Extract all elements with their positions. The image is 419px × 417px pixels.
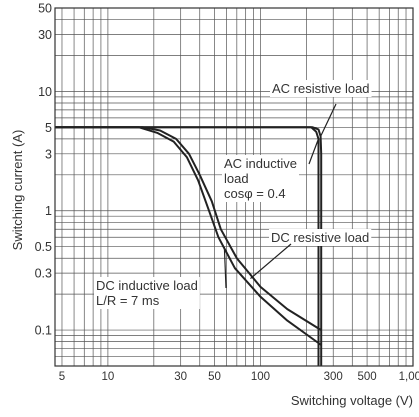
- dc-inductive-label-bg: [94, 277, 200, 309]
- y-tick-label: 10: [38, 85, 52, 99]
- y-tick-label: 1: [45, 204, 52, 218]
- ac-resistive-label: AC resistive load: [272, 81, 370, 96]
- ac-inductive-label: cosφ = 0.4: [224, 186, 286, 201]
- ac-inductive-label-bg: [222, 155, 299, 202]
- dc-inductive-label: DC inductive load: [96, 278, 198, 293]
- y-tick-label: 30: [38, 28, 52, 42]
- ac-resistive-label-bg: [270, 80, 372, 97]
- dc-resistive-leader: [250, 243, 292, 280]
- ac-resistive-leader: [320, 103, 337, 137]
- dc-resistive-label: DC resistive load: [271, 230, 369, 245]
- x-axis-label: Switching voltage (V): [291, 393, 413, 408]
- plot-frame: [54, 7, 414, 367]
- ac-inductive-label: AC inductive: [224, 156, 297, 171]
- x-tick-label: 10: [102, 371, 115, 383]
- x-tick-label: 5: [59, 371, 65, 383]
- x-tick-label: 50: [208, 371, 221, 383]
- y-tick-label: 0.1: [35, 324, 52, 338]
- dc-resistive-curve: [55, 126, 322, 331]
- x-tick-label: 1,000: [399, 371, 419, 383]
- y-tick-label: 5: [45, 121, 52, 135]
- x-tick-labels: 5 10 30 50 100 300 500 1,000: [59, 371, 419, 383]
- x-tick-label: 500: [357, 371, 376, 383]
- ac-inductive-curve: [55, 126, 320, 366]
- x-tick-label: 30: [174, 371, 187, 383]
- y-tick-labels: 0.1 0.3 0.5 1 3 5 10 30 50: [35, 2, 52, 338]
- dc-inductive-label: L/R = 7 ms: [96, 293, 160, 308]
- ac-inductive-leader: [308, 138, 320, 165]
- y-tick-label: 3: [45, 147, 52, 161]
- dc-resistive-annotation: DC resistive load: [250, 229, 372, 280]
- ac-resistive-annotation: AC resistive load: [270, 80, 372, 137]
- curves: [55, 126, 323, 366]
- ac-inductive-label: load: [224, 171, 249, 186]
- x-tick-label: 300: [324, 371, 343, 383]
- y-axis-label: Switching current (A): [10, 130, 25, 251]
- dc-inductive-curve: [55, 126, 322, 346]
- dc-resistive-label-bg: [269, 229, 372, 246]
- dc-inductive-leader: [223, 246, 227, 289]
- y-tick-label: 0.3: [35, 267, 52, 281]
- y-tick-label: 50: [38, 2, 52, 16]
- x-tick-label: 100: [251, 371, 270, 383]
- y-tick-label: 0.5: [35, 240, 52, 254]
